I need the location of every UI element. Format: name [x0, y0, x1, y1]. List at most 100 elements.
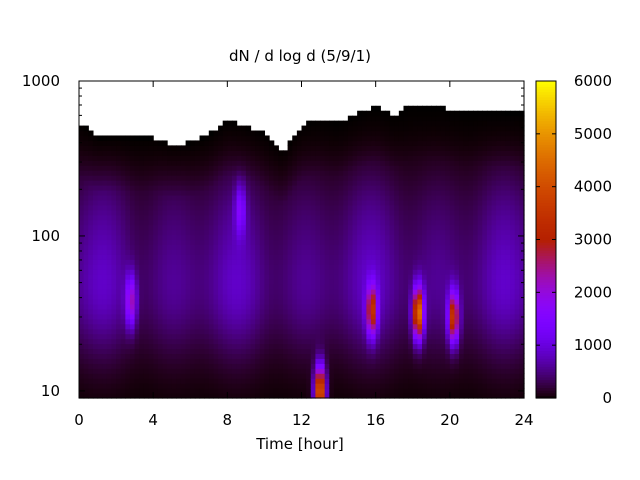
heatmap-cell — [375, 264, 381, 270]
heatmap-cell — [422, 363, 428, 369]
heatmap-cell — [343, 284, 349, 290]
heatmap-cell — [315, 160, 321, 166]
heatmap-cell — [259, 333, 266, 340]
heatmap-cell — [204, 373, 210, 379]
heatmap-cell — [394, 140, 400, 146]
heatmap-cell — [320, 308, 326, 315]
heatmap-cell — [310, 353, 317, 359]
heatmap-cell — [157, 289, 164, 295]
heatmap-cell — [204, 333, 210, 340]
heatmap-cell — [264, 293, 270, 300]
heatmap-cell — [417, 318, 423, 325]
heatmap-cell — [157, 209, 164, 216]
heatmap-cell — [139, 155, 145, 161]
heatmap-cell — [449, 383, 456, 389]
heatmap-cell — [120, 279, 126, 285]
heatmap-cell — [83, 388, 89, 394]
heatmap-cell — [213, 378, 219, 384]
heatmap-cell — [403, 254, 409, 260]
heatmap-cell — [394, 358, 400, 364]
heatmap-cell — [148, 264, 154, 270]
heatmap-cell — [171, 333, 177, 340]
heatmap-cell — [83, 234, 89, 241]
heatmap-cell — [357, 269, 363, 275]
heatmap-cell — [88, 293, 94, 300]
heatmap-cell — [134, 145, 140, 151]
heatmap-cell — [338, 239, 344, 246]
heatmap-cell — [287, 289, 293, 295]
heatmap-cell — [83, 150, 89, 156]
heatmap-cell — [394, 348, 400, 355]
heatmap-cell — [143, 254, 150, 260]
heatmap-cell — [92, 308, 99, 315]
heatmap-cell — [129, 194, 136, 201]
heatmap-cell — [426, 209, 432, 216]
heatmap-cell — [375, 120, 381, 127]
heatmap-cell — [371, 284, 377, 290]
heatmap-cell — [171, 363, 177, 369]
heatmap-cell — [440, 160, 446, 166]
heatmap-cell — [412, 180, 418, 186]
heatmap-cell — [79, 135, 85, 142]
heatmap-cell — [194, 313, 201, 320]
heatmap-cell — [218, 194, 224, 201]
heatmap-cell — [357, 293, 363, 300]
heatmap-cell — [190, 150, 196, 156]
heatmap-cell — [329, 293, 335, 300]
heatmap-cell — [171, 224, 177, 231]
heatmap-cell — [171, 274, 177, 280]
heatmap-cell — [371, 175, 377, 181]
heatmap-cell — [491, 259, 497, 265]
heatmap-cell — [310, 204, 317, 211]
heatmap-cell — [245, 303, 252, 310]
heatmap-cell — [394, 274, 400, 280]
heatmap-cell — [315, 219, 321, 226]
heatmap-cell — [264, 254, 270, 260]
heatmap-cell — [134, 293, 140, 300]
heatmap-cell — [357, 264, 363, 270]
heatmap-cell — [92, 204, 99, 211]
heatmap-cell — [343, 214, 349, 221]
heatmap-cell — [79, 234, 85, 241]
heatmap-cell — [417, 180, 423, 186]
heatmap-cell — [440, 383, 446, 389]
heatmap-cell — [88, 328, 94, 335]
heatmap-cell — [320, 214, 326, 221]
heatmap-cell — [245, 199, 252, 206]
heatmap-cell — [264, 303, 270, 310]
heatmap-cell — [190, 393, 196, 399]
heatmap-cell — [241, 378, 247, 384]
heatmap-cell — [486, 150, 493, 156]
heatmap-cell — [176, 269, 182, 275]
heatmap-cell — [473, 388, 479, 394]
heatmap-cell — [431, 249, 437, 255]
heatmap-cell — [111, 175, 117, 181]
heatmap-cell — [375, 378, 381, 384]
heatmap-cell — [333, 189, 340, 196]
heatmap-cell — [241, 279, 247, 285]
heatmap-cell — [264, 145, 270, 151]
heatmap-cell — [329, 214, 335, 221]
heatmap-cell — [333, 358, 340, 364]
heatmap-cell — [120, 323, 126, 330]
heatmap-cell — [422, 249, 428, 255]
heatmap-cell — [347, 363, 354, 369]
heatmap-cell — [375, 194, 381, 201]
heatmap-cell — [231, 224, 238, 231]
heatmap-cell — [338, 308, 344, 315]
heatmap-cell — [79, 150, 85, 156]
heatmap-cell — [236, 383, 242, 389]
heatmap-cell — [102, 338, 108, 345]
heatmap-cell — [408, 239, 414, 246]
heatmap-cell — [245, 239, 252, 246]
heatmap-cell — [445, 254, 451, 260]
heatmap-cell — [463, 185, 469, 191]
heatmap-cell — [403, 289, 409, 295]
heatmap-cell — [167, 214, 173, 221]
heatmap-cell — [477, 189, 483, 196]
heatmap-cell — [296, 289, 303, 295]
heatmap-cell — [431, 130, 437, 137]
heatmap-cell — [116, 378, 122, 384]
heatmap-cell — [320, 194, 326, 201]
heatmap-cell — [449, 199, 456, 206]
